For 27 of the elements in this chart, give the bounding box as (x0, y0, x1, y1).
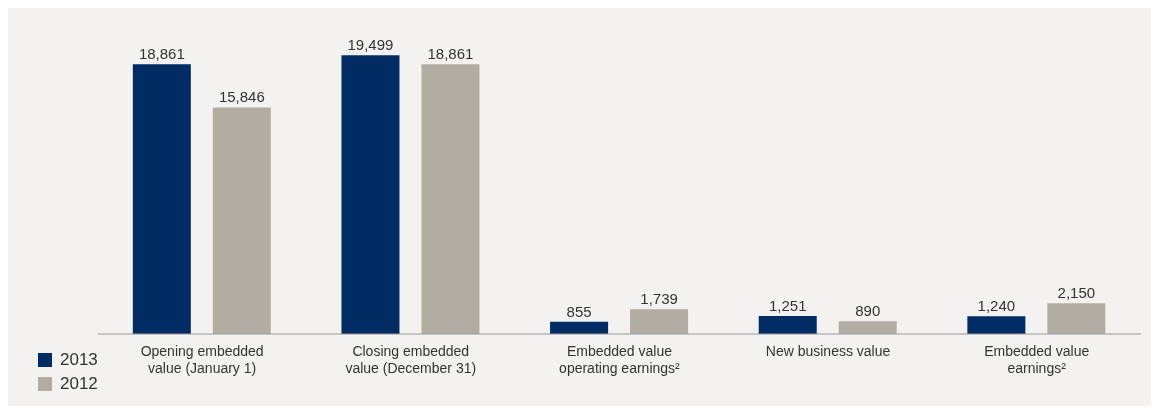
legend-label: 2012 (60, 373, 98, 395)
bar (967, 316, 1026, 334)
x-tick-label: Closing embedded value (December 31) (345, 343, 477, 376)
bar (838, 321, 897, 334)
bar (421, 64, 480, 334)
bar (132, 64, 191, 334)
data-label: 1,251 (768, 297, 807, 315)
bar (630, 309, 689, 334)
bar (550, 321, 609, 334)
data-label: 18,861 (427, 45, 474, 63)
x-tick-label: Opening embedded value (January 1) (140, 343, 264, 376)
data-label: 1,739 (640, 290, 678, 308)
data-label: 19,499 (347, 36, 394, 54)
legend-label: 2013 (60, 349, 98, 371)
bar (758, 316, 817, 334)
data-label: 18,861 (138, 45, 185, 63)
x-tick-label: Embedded value operating earnings² (559, 343, 681, 376)
data-label: 15,846 (218, 88, 265, 106)
data-label: 1,240 (977, 297, 1016, 315)
data-label: 855 (566, 302, 592, 320)
bar (341, 55, 400, 334)
x-tick-label: Embedded value earnings² (984, 343, 1090, 376)
x-tick-label: New business value (765, 343, 891, 359)
bar (1047, 303, 1106, 334)
data-label: 890 (855, 302, 881, 320)
data-label: 2,150 (1057, 284, 1096, 302)
bar (212, 107, 271, 334)
